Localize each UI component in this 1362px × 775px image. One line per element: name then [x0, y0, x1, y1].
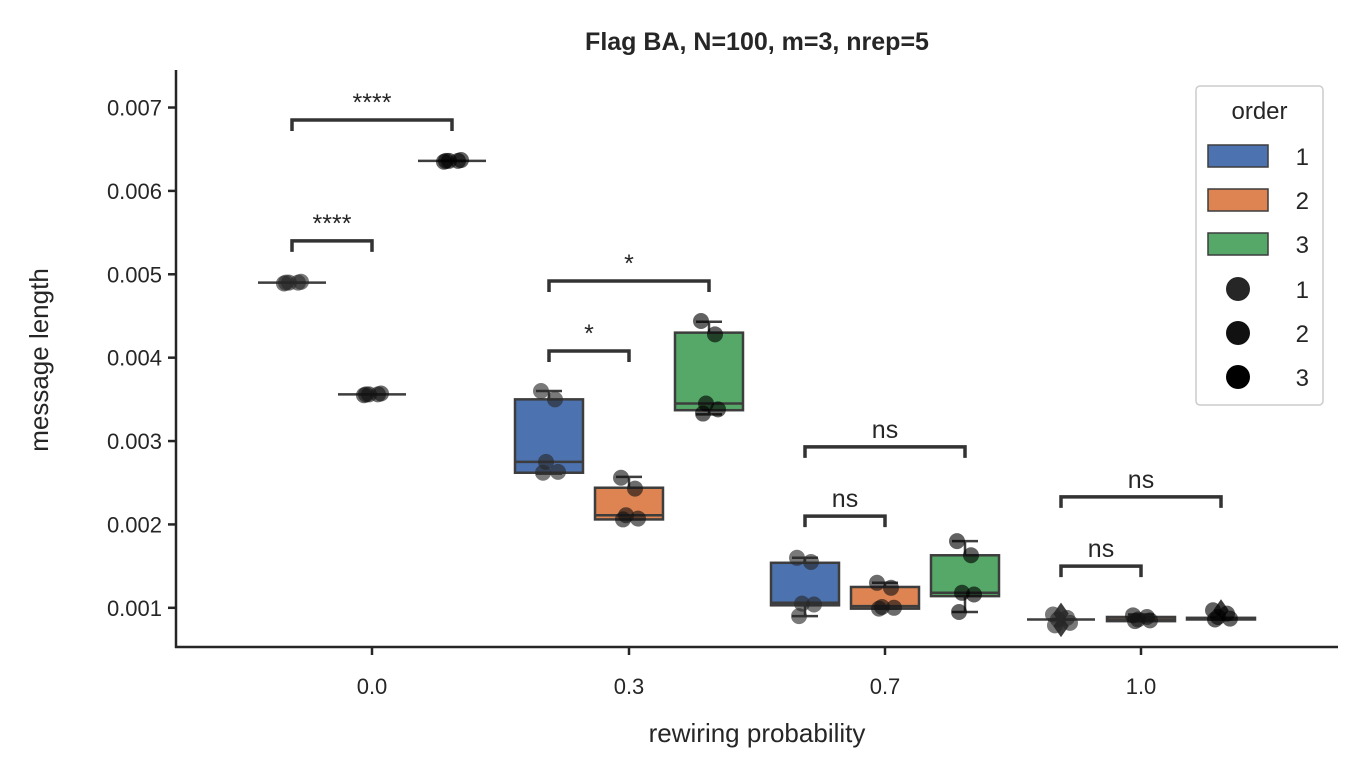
strip-point — [806, 596, 822, 613]
x-tick-label: 0.0 — [357, 674, 388, 699]
legend-marker-3 — [1226, 365, 1250, 389]
legend-label: 3 — [1296, 365, 1309, 392]
strip-point — [630, 510, 646, 527]
legend-title: order — [1231, 98, 1287, 125]
legend-marker-1 — [1226, 277, 1250, 301]
significance-label: ns — [832, 485, 858, 513]
significance-label: ns — [1088, 535, 1114, 563]
strip-point — [293, 273, 309, 290]
strip-point — [949, 533, 965, 550]
strip-point — [1127, 613, 1143, 630]
y-tick-label: 0.006 — [107, 179, 162, 204]
x-tick-label: 0.3 — [614, 674, 645, 699]
strip-point — [615, 511, 631, 528]
y-tick-label: 0.004 — [107, 346, 162, 371]
strip-point — [278, 274, 294, 291]
strip-point — [695, 405, 711, 422]
strip-point — [533, 383, 549, 400]
legend-label: 3 — [1296, 232, 1309, 259]
strip-point — [886, 599, 902, 616]
significance-label: **** — [353, 89, 392, 117]
y-tick-label: 0.007 — [107, 96, 162, 121]
strip-point — [535, 464, 551, 481]
strip-point — [794, 595, 810, 612]
significance-bracket — [1059, 495, 1223, 508]
strip-point — [1062, 614, 1078, 631]
legend-label: 1 — [1296, 277, 1309, 304]
strip-point — [954, 584, 970, 601]
legend: order 1 2 3 1 2 3 — [1195, 85, 1324, 406]
strip-point — [791, 608, 807, 625]
strip-point — [883, 579, 899, 596]
legend-swatch-3 — [1207, 232, 1269, 256]
strip-point — [547, 391, 563, 408]
strip-point — [803, 553, 819, 570]
strip-point — [550, 463, 566, 480]
strip-point — [707, 326, 723, 343]
significance-bracket — [547, 349, 631, 362]
strip-point — [373, 385, 389, 402]
strip-point — [869, 574, 885, 591]
strip-point — [358, 386, 374, 403]
y-tick-label: 0.003 — [107, 429, 162, 454]
strip-point — [613, 469, 629, 486]
strip-point — [438, 152, 454, 169]
y-tick-label: 0.005 — [107, 262, 162, 287]
x-axis: 0.0 0.3 0.7 1.0 — [175, 645, 1338, 699]
strip-point — [951, 603, 967, 620]
strip-point — [1222, 610, 1238, 627]
significance-bracket — [803, 445, 967, 458]
y-tick-label: 0.001 — [107, 596, 162, 621]
significance-label: **** — [313, 210, 352, 238]
significance-bracket — [290, 118, 454, 132]
plot-area — [258, 152, 1257, 638]
strip-point — [1207, 611, 1223, 628]
strip-point — [627, 480, 643, 497]
legend-label: 2 — [1296, 188, 1309, 215]
significance-bracket — [1059, 564, 1143, 578]
x-axis-label: rewiring probability — [649, 718, 866, 748]
x-tick-label: 1.0 — [1126, 674, 1157, 699]
significance-label: ns — [1128, 466, 1154, 494]
significance-bracket — [803, 514, 887, 528]
legend-swatch-1 — [1207, 144, 1269, 168]
significance-bracket — [547, 279, 711, 292]
strip-point — [963, 547, 979, 564]
strip-point — [1047, 617, 1063, 634]
legend-label: 2 — [1296, 321, 1309, 348]
significance-label: ns — [872, 416, 898, 444]
strip-point — [871, 600, 887, 617]
y-axis-label: message length — [24, 268, 54, 452]
strip-point — [1142, 612, 1158, 629]
strip-point — [966, 586, 982, 603]
significance-label: * — [584, 320, 594, 348]
x-tick-label: 0.7 — [870, 674, 901, 699]
significance-bracket — [290, 239, 374, 252]
significance-label: * — [624, 250, 634, 278]
chart-title: Flag BA, N=100, m=3, nrep=5 — [585, 28, 929, 56]
legend-label: 1 — [1296, 144, 1309, 171]
strip-point — [710, 401, 726, 418]
strip-point — [693, 312, 709, 329]
strip-point — [789, 549, 805, 566]
y-axis: 0.001 0.002 0.003 0.004 0.005 0.006 0.007 — [107, 70, 178, 648]
strip-point — [453, 152, 469, 169]
legend-marker-2 — [1226, 321, 1250, 345]
y-tick-label: 0.002 — [107, 512, 162, 537]
legend-swatch-2 — [1207, 188, 1269, 212]
